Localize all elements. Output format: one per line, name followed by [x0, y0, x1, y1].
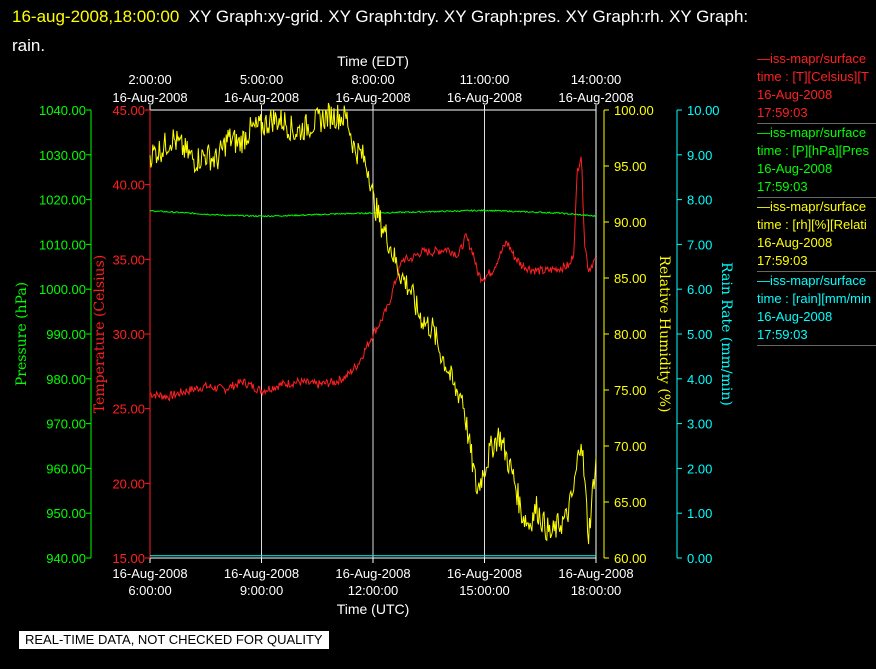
- humidity-tick-label: 60.00: [614, 551, 647, 566]
- graph-title: XY Graph:xy-grid. XY Graph:tdry. XY Grap…: [188, 7, 749, 26]
- pressure-tick-label: 990.00: [46, 327, 86, 342]
- rain-tick-label: 1.00: [687, 506, 712, 521]
- legend: —iss-mapr/surface time : [T][Celsius][T 16…: [757, 50, 876, 346]
- legend-line2: time : [T][Celsius][T: [757, 69, 869, 84]
- humidity-tick-label: 70.00: [614, 439, 647, 454]
- temperature-tick-label: 30.00: [112, 327, 145, 342]
- humidity-tick-label: 75.00: [614, 383, 647, 398]
- top-tick-label: 2:00:00: [128, 72, 171, 87]
- humidity-axis-title: Relative Humidity (%): [656, 255, 672, 412]
- top-axis-title: Time (EDT): [337, 53, 409, 69]
- humidity-tick-label: 85.00: [614, 271, 647, 286]
- temperature-tick-label: 25.00: [112, 402, 145, 417]
- legend-name: —iss-mapr/surface: [757, 51, 867, 66]
- pressure-tick-label: 1040.00: [39, 103, 86, 118]
- legend-entry: —iss-mapr/surface time : [T][Celsius][T 16…: [757, 50, 876, 124]
- top-tick-label: 16-Aug-2008: [447, 90, 522, 105]
- top-tick-label: 8:00:00: [351, 72, 394, 87]
- top-tick-label: 16-Aug-2008: [558, 90, 633, 105]
- rain-tick-label: 5.00: [687, 327, 712, 342]
- rain-tick-label: 6.00: [687, 282, 712, 297]
- temperature-tick-label: 45.00: [112, 103, 145, 118]
- temperature-axis-title: Temperature (Celsius): [92, 255, 108, 413]
- humidity-tick-label: 65.00: [614, 495, 647, 510]
- rain-tick-label: 7.00: [687, 237, 712, 252]
- legend-time: 17:59:03: [757, 253, 808, 268]
- temperature-tick-label: 40.00: [112, 178, 145, 193]
- legend-date: 16-Aug-2008: [757, 161, 833, 176]
- legend-entry: —iss-mapr/surface time : [P][hPa][Pres 16-…: [757, 124, 876, 198]
- humidity-tick-label: 80.00: [614, 327, 647, 342]
- rain-tick-label: 9.00: [687, 148, 712, 163]
- legend-name: —iss-mapr/surface: [757, 199, 867, 214]
- legend-line2: time : [P][hPa][Pres: [757, 143, 869, 158]
- x-tick-label: 16-Aug-2008: [224, 566, 299, 581]
- legend-name: —iss-mapr/surface: [757, 273, 867, 288]
- x-tick-label: 9:00:00: [240, 583, 283, 598]
- rain-tick-label: 3.00: [687, 417, 712, 432]
- legend-entry: —iss-mapr/surface time : [rh][%][Relati 16…: [757, 198, 876, 272]
- x-tick-label: 6:00:00: [128, 583, 171, 598]
- x-tick-label: 18:00:00: [571, 583, 622, 598]
- legend-name: —iss-mapr/surface: [757, 125, 867, 140]
- humidity-tick-label: 95.00: [614, 159, 647, 174]
- pressure-tick-label: 960.00: [46, 461, 86, 476]
- rain-tick-label: 8.00: [687, 193, 712, 208]
- x-tick-label: 16-Aug-2008: [112, 566, 187, 581]
- pressure-series-line: [149, 209, 597, 218]
- legend-time: 17:59:03: [757, 327, 808, 342]
- pressure-tick-label: 1000.00: [39, 282, 86, 297]
- rain-axis-title: Rain Rate (mm/min): [718, 262, 734, 406]
- legend-entry: —iss-mapr/surface time : [rain][mm/min 16-…: [757, 272, 876, 346]
- top-tick-label: 16-Aug-2008: [335, 90, 410, 105]
- top-tick-label: 14:00:00: [571, 72, 622, 87]
- legend-line2: time : [rain][mm/min: [757, 291, 872, 306]
- pressure-tick-label: 1020.00: [39, 193, 86, 208]
- temperature-tick-label: 15.00: [112, 551, 145, 566]
- legend-date: 16-Aug-2008: [757, 309, 833, 324]
- x-tick-label: 16-Aug-2008: [447, 566, 522, 581]
- top-tick-label: 16-Aug-2008: [224, 90, 299, 105]
- temperature-tick-label: 20.00: [112, 476, 145, 491]
- rain-tick-label: 2.00: [687, 461, 712, 476]
- quality-banner: REAL-TIME DATA, NOT CHECKED FOR QUALITY: [19, 631, 329, 649]
- x-tick-label: 15:00:00: [459, 583, 510, 598]
- graph-title-cont: rain.: [12, 36, 46, 55]
- rain-tick-label: 0.00: [687, 551, 712, 566]
- temperature-tick-label: 35.00: [112, 252, 145, 267]
- legend-date: 16-Aug-2008: [757, 235, 833, 250]
- x-tick-label: 12:00:00: [348, 583, 399, 598]
- x-tick-label: 16-Aug-2008: [558, 566, 633, 581]
- top-tick-label: 11:00:00: [460, 72, 510, 87]
- legend-time: 17:59:03: [757, 105, 808, 120]
- rain-tick-label: 10.00: [687, 103, 720, 118]
- top-tick-label: 16-Aug-2008: [112, 90, 187, 105]
- pressure-tick-label: 1010.00: [39, 237, 86, 252]
- pressure-tick-label: 970.00: [46, 417, 86, 432]
- legend-time: 17:59:03: [757, 179, 808, 194]
- temperature-series-line: [149, 156, 597, 402]
- humidity-tick-label: 90.00: [614, 215, 647, 230]
- pressure-tick-label: 980.00: [46, 372, 86, 387]
- rain-tick-label: 4.00: [687, 372, 712, 387]
- title-bar: 16-aug-2008,18:00:00 XY Graph:xy-grid. X…: [12, 2, 862, 60]
- x-tick-label: 16-Aug-2008: [335, 566, 410, 581]
- legend-date: 16-Aug-2008: [757, 87, 833, 102]
- pressure-tick-label: 950.00: [46, 506, 86, 521]
- pressure-tick-label: 940.00: [46, 551, 86, 566]
- humidity-tick-label: 100.00: [614, 103, 654, 118]
- top-tick-label: 5:00:00: [240, 72, 283, 87]
- legend-line2: time : [rh][%][Relati: [757, 217, 867, 232]
- pressure-axis-title: Pressure (hPa): [14, 282, 30, 386]
- pressure-tick-label: 1030.00: [39, 148, 86, 163]
- humidity-series-line: [149, 102, 597, 545]
- timestamp: 16-aug-2008,18:00:00: [12, 7, 180, 26]
- x-axis-title: Time (UTC): [337, 601, 410, 617]
